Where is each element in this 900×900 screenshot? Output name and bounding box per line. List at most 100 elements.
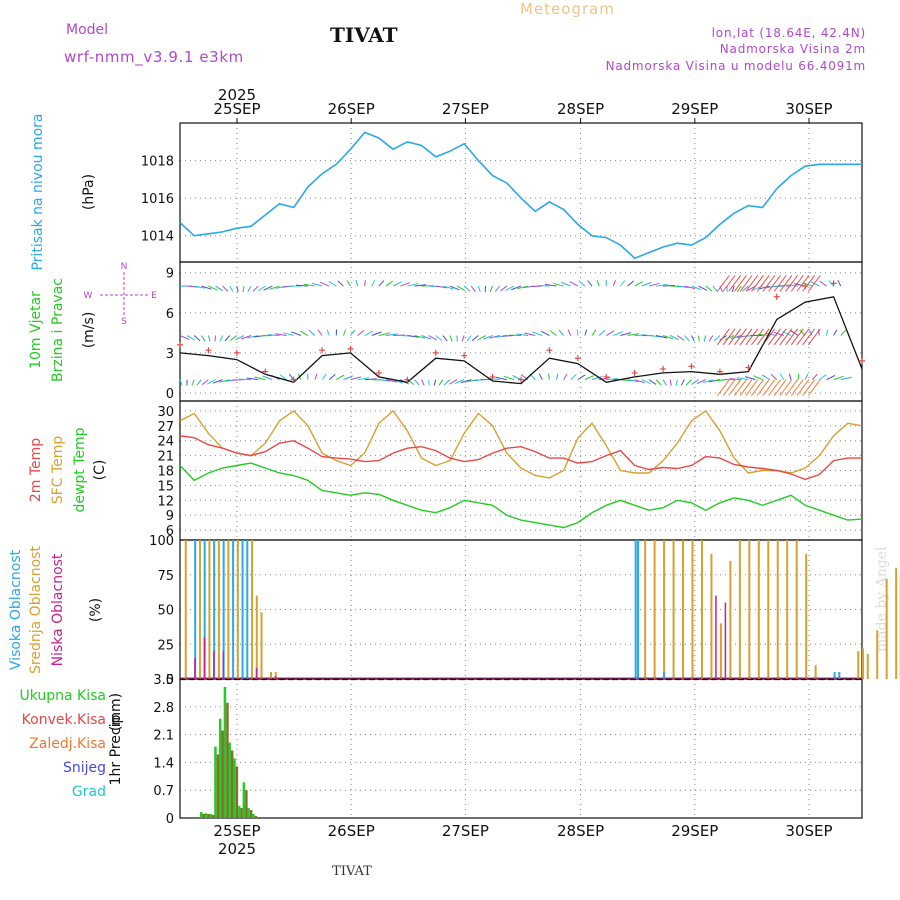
ukupna-bar-0 [200, 812, 203, 818]
ytick-p4-3: 2.1 [153, 729, 174, 744]
wind-arrow-b1-45 [488, 335, 500, 339]
wind-arrow-b2-66 [648, 379, 657, 385]
srednja-bar-17 [700, 540, 703, 679]
srednja-bar-1 [198, 540, 201, 679]
wind-arrow-b1-10 [241, 335, 252, 340]
srednja-bar-22 [748, 540, 751, 679]
wind-arrow-b1-9 [235, 335, 245, 341]
ytick-p3-0: 0 [166, 673, 174, 688]
konvek-bar-8 [240, 808, 243, 818]
wind-arrow-b0-9 [242, 285, 245, 293]
precip-legend-2: Zaledj.Kisa [29, 736, 106, 752]
ytick-p2-7: 27 [157, 420, 174, 435]
wind-arrow-b1-91 [825, 329, 829, 336]
wind-unit: (m/s) [81, 312, 97, 349]
wind-arrow-b0-30 [392, 281, 402, 287]
wind-arrow-b0-78 [731, 285, 735, 293]
wind-arrow-b2-13 [262, 375, 273, 381]
gust-marker-12 [518, 376, 524, 383]
wind-arrow-b0-26 [364, 280, 366, 287]
temperature-panel: 2m Temp SFC Temp dewpt Temp (C) [28, 409, 863, 529]
wind-arrow-b0-75 [712, 285, 718, 292]
compass-e: E [151, 291, 157, 301]
compass-n: N [121, 262, 128, 272]
wind-arrow-b2-83 [761, 374, 770, 381]
temp-unit: (C) [92, 460, 108, 481]
wind-arrow-b0-45 [494, 285, 501, 292]
storm-arrow-0-0 [716, 275, 730, 292]
wind-arrow-b2-46 [495, 376, 507, 381]
gust-marker-1 [205, 347, 212, 354]
wind-arrow-b2-56 [577, 374, 586, 381]
wind-arrow-b0-25 [355, 279, 359, 287]
wind-arrow-b2-20 [321, 373, 327, 380]
precip-legend-3: Snijeg [63, 760, 106, 776]
wind-arrow-b1-11 [247, 335, 259, 339]
storm-arrow-2-9 [768, 379, 781, 396]
visoka-bar-9 [663, 672, 666, 679]
wind-arrow-b1-59 [598, 329, 606, 336]
pressure-ylabel: Pritisak na nivou mora [30, 113, 46, 270]
top-day-label-0: 25SEP [213, 100, 260, 118]
ytick-p2-5: 21 [157, 450, 174, 465]
storm-arrow-1-9 [768, 328, 781, 346]
wind-arrow-b0-57 [578, 280, 586, 287]
wind-arrow-b2-63 [627, 379, 639, 383]
srednja-bar-21 [738, 540, 741, 679]
ytick-p4-4: 2.8 [153, 701, 174, 716]
wind-arrow-b0-53 [544, 283, 557, 287]
srednja-bar-7 [255, 595, 258, 679]
wind-arrow-b2-64 [634, 379, 645, 384]
footer-station: TIVAT [332, 864, 372, 879]
ukupna-bar-8 [237, 806, 241, 818]
wind-arrow-b0-42 [477, 285, 481, 293]
wind-arrow-b2-86 [789, 373, 792, 380]
storm-arrow-2-12 [785, 379, 798, 396]
wind-arrow-b1-24 [350, 329, 356, 336]
cloud-bars [180, 540, 900, 679]
storm-arrow-2-15 [802, 379, 816, 396]
gust-marker-9 [432, 349, 439, 356]
gust-marker-14 [574, 355, 581, 362]
wind-arrow-b2-41 [460, 379, 472, 384]
wind-arrow-b0-73 [698, 285, 708, 291]
sfc-temp-line [179, 409, 863, 479]
bottom-day-label-3: 28SEP [557, 822, 604, 840]
wind-arrow-b2-55 [570, 373, 577, 380]
wind-arrows [179, 275, 852, 396]
wind-arrow-b2-3 [196, 379, 202, 386]
wind-arrow-b2-58 [591, 376, 603, 381]
ukupna-bar-1 [204, 813, 208, 818]
compass-s: S [121, 317, 127, 327]
temp2m-ylabel: 2m Temp [28, 438, 44, 502]
precip-legend-0: Ukupna Kisa [19, 688, 106, 704]
ukupna-bar-2 [209, 814, 212, 818]
wind-arrow-b2-57 [584, 375, 595, 381]
panel-grids [179, 122, 863, 819]
storm-arrow-1-2 [728, 328, 742, 346]
wind-arrow-b2-85 [779, 373, 785, 380]
wind-arrow-b1-76 [713, 335, 721, 342]
wind-arrow-b2-16 [288, 373, 295, 380]
wind-arrow-b1-69 [669, 335, 679, 341]
precip-legend-4: Grad [72, 784, 106, 800]
storm-arrow-0-7 [756, 275, 770, 292]
konvek-bar-1 [207, 814, 210, 818]
wind-arrow-b2-70 [675, 379, 678, 386]
wind-arrow-b0-87 [786, 284, 799, 287]
wind-arrow-b1-29 [385, 333, 398, 337]
visoka-bar-7 [634, 540, 637, 679]
wind-arrow-b1-50 [524, 332, 536, 336]
wind-arrow-b0-41 [470, 285, 476, 292]
ukupna-bar-7 [233, 758, 236, 818]
precip-bars [200, 686, 258, 818]
wind-arrow-b2-74 [696, 379, 706, 385]
wind-arrow-b0-93 [837, 279, 842, 287]
ytick-p1-1: 3 [166, 347, 174, 362]
wind-arrow-b0-74 [705, 285, 713, 292]
wind-arrow-b2-2 [191, 379, 195, 386]
wind-arrow-b2-15 [279, 374, 287, 381]
wind-arrow-b1-23 [342, 329, 347, 336]
wind-arrow-b0-19 [303, 283, 316, 287]
gust-marker-20 [745, 364, 752, 371]
